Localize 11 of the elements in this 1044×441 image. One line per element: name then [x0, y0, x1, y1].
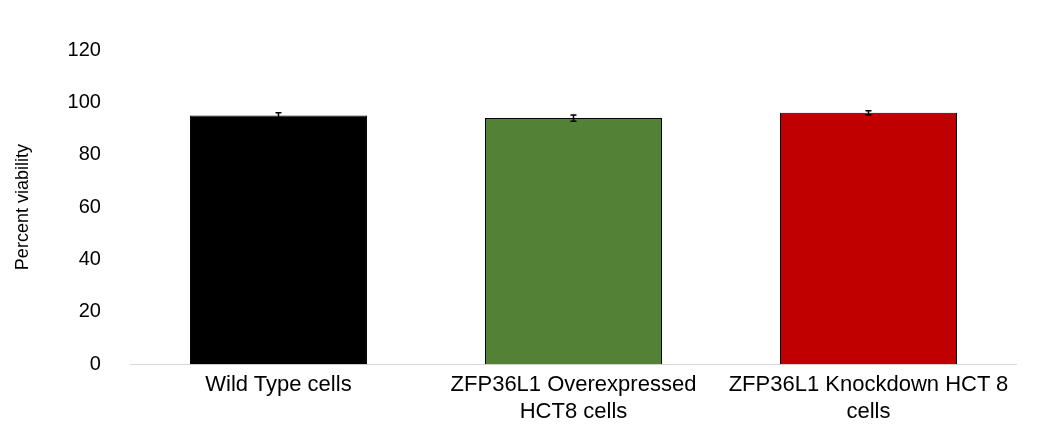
y-tick-label: 40 — [78, 246, 101, 269]
y-tick-label: 60 — [78, 194, 101, 217]
y-tick-label: 100 — [67, 89, 101, 112]
y-tick-label: 80 — [78, 142, 101, 165]
x-tick-label: ZFP36L1 Overexpressed HCT8 cells — [450, 371, 697, 423]
y-axis-title: Percent viability — [11, 144, 32, 271]
x-tick-label: Wild Type cells — [205, 371, 352, 397]
y-tick-label: 0 — [89, 351, 101, 374]
y-tick-label: 20 — [78, 299, 101, 322]
x-tick-label: ZFP36L1 Knockdown HCT 8 cells — [728, 371, 1009, 423]
y-tick-label: 120 — [67, 37, 101, 60]
